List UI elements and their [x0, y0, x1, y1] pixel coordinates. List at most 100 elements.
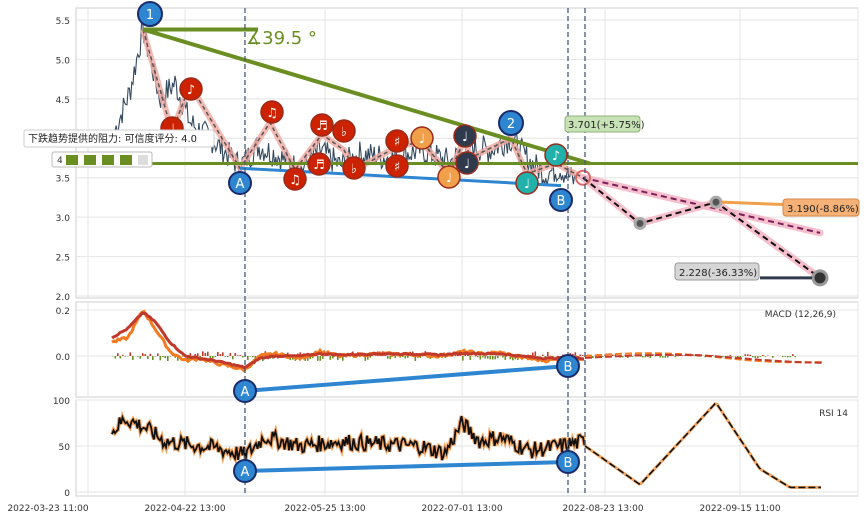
macd-histogram-bar — [132, 356, 134, 360]
macd-histogram-bar — [250, 356, 252, 357]
marker-top-1: 1 — [138, 2, 162, 26]
x-tick-label: 2022-04-22 13:00 — [144, 504, 225, 514]
marker-a-price: A — [229, 172, 251, 194]
price-tick-label: 2.5 — [56, 254, 70, 264]
macd-histogram-bar — [205, 353, 207, 356]
macd-histogram-bar — [402, 356, 404, 357]
macd-frame — [76, 302, 858, 397]
rating-box-icon — [102, 155, 114, 165]
macd-histogram-bar — [785, 356, 787, 357]
note-icon: ♪ — [187, 83, 195, 98]
projection-label-lower: 2.228(-36.33%) — [675, 263, 759, 280]
macd-histogram-bar — [322, 356, 324, 359]
macd-histogram-bar — [242, 356, 244, 358]
marker-b-macd-text: B — [564, 360, 573, 375]
macd-histogram-bar — [752, 356, 754, 357]
macd-histogram-bar — [202, 351, 204, 356]
macd-histogram-bar — [130, 352, 132, 356]
rsi-tick-label: 50 — [59, 443, 71, 453]
macd-histogram-bar — [390, 356, 392, 359]
macd-histogram-bar — [252, 356, 254, 357]
macd-histogram-bar — [157, 353, 159, 356]
projection-point — [635, 218, 645, 228]
macd-histogram-bar — [762, 355, 764, 356]
macd-histogram-bar — [232, 356, 234, 359]
projection-label-middle: 3.190(-8.86%) — [783, 199, 859, 216]
macd-histogram-bar — [667, 356, 669, 358]
price-tick-label: 5.0 — [56, 56, 71, 66]
macd-histogram-bar — [747, 354, 749, 356]
rating-box-icon — [138, 155, 148, 165]
macd-histogram-bar — [162, 356, 164, 357]
note-icon: ♩ — [524, 177, 530, 192]
macd-histogram-bar — [222, 352, 224, 356]
macd-histogram-bar — [722, 356, 724, 357]
rating-box-icon — [66, 155, 78, 165]
macd-histogram-bar — [142, 353, 144, 356]
macd-histogram-bar — [152, 356, 154, 360]
annotations: ♪♩♫♫♬♬♭♭♯♯♩♩♩♩♪♩ — [161, 8, 585, 496]
projection-middle-text: 3.190(-8.86%) — [787, 204, 859, 215]
macd-histogram-bar — [230, 353, 232, 356]
macd-panel — [112, 312, 822, 392]
macd-histogram-bar — [115, 356, 117, 358]
macd-histogram-bar — [712, 355, 714, 356]
macd-histogram-bar — [790, 356, 792, 357]
note-icon: ♬ — [316, 119, 328, 134]
price-tick-label: 4.5 — [56, 96, 70, 106]
macd-histogram-bar — [395, 356, 397, 358]
macd-histogram-bar — [622, 356, 624, 357]
macd-histogram-bar — [757, 356, 759, 358]
macd-histogram-bar — [632, 356, 634, 357]
marker-b-macd: B — [557, 355, 579, 377]
score-label: 4 — [57, 156, 63, 166]
macd-histogram-bar — [482, 356, 484, 357]
macd-histogram-bar — [145, 354, 147, 356]
macd-histogram-bar — [682, 355, 684, 356]
macd-histogram-bar — [240, 355, 242, 356]
projection-lower-text: 2.228(-36.33%) — [679, 268, 757, 279]
resistance-tooltip: 下跌趋势提供的阻力: 可信度评分: 4.0 — [24, 130, 214, 147]
marker-peak-2: 2 — [499, 111, 523, 135]
macd-histogram-bar — [405, 356, 407, 359]
rating-box-icon — [84, 155, 96, 165]
marker-b-price-text: B — [557, 194, 566, 209]
marker-a-price-text: A — [236, 177, 245, 192]
macd-tick-label: 0.0 — [56, 353, 71, 363]
note-icon: ♩ — [446, 171, 452, 186]
note-icon: ♪ — [552, 149, 560, 164]
macd-histogram-bar — [235, 353, 237, 356]
macd-histogram-bar — [645, 356, 647, 357]
macd-histogram-bar — [317, 356, 319, 361]
macd-histogram-bar — [247, 356, 249, 360]
macd-histogram-bar — [217, 352, 219, 356]
macd-histogram-bar — [497, 356, 499, 358]
marker-top-text: 1 — [146, 8, 154, 23]
macd-histogram-bar — [772, 356, 774, 358]
x-tick-label: 2022-09-15 11:00 — [699, 504, 780, 514]
macd-histogram-bar — [167, 356, 169, 361]
note-icon: ♭ — [351, 162, 357, 177]
macd-tick-label: 0.2 — [56, 307, 70, 317]
macd-histogram-bar — [137, 356, 139, 357]
macd-histogram-bar — [480, 356, 482, 360]
marker-b-rsi: B — [557, 451, 579, 473]
note-icon: ♫ — [289, 173, 301, 188]
note-icon: ♩ — [462, 130, 468, 145]
angle-label: ∡39.5 ° — [246, 28, 317, 49]
macd-histogram-bar — [120, 356, 122, 358]
macd-histogram-bar — [737, 356, 739, 357]
macd-histogram-bar — [492, 356, 494, 360]
macd-histogram-bar — [370, 356, 372, 358]
macd-histogram-bar — [755, 356, 757, 358]
macd-histogram-bar — [730, 355, 732, 356]
macd-histogram-bar — [665, 356, 667, 358]
note-icon: ♭ — [341, 125, 347, 140]
score-badge: 4 — [52, 152, 152, 167]
macd-histogram-bar — [485, 356, 487, 358]
projection-upper-text: 3.701(+5.75%) — [568, 120, 645, 131]
price-tick-label: 3.0 — [56, 214, 71, 224]
macd-histogram-bar — [387, 356, 389, 359]
